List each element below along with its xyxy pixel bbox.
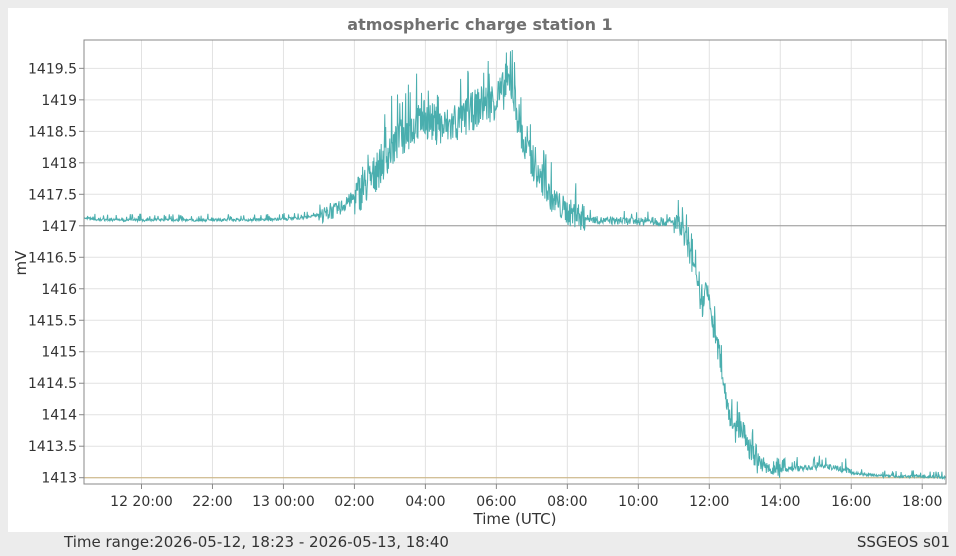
time-range-label: Time range: [64,533,155,551]
station-code: SSGEOS s01 [856,533,950,551]
x-axis: 12 20:00 22:00 13 00:00 02:00 04:00 06:00 08:0… [110,484,942,510]
y-tick-label: 1414.5 [28,376,77,392]
plot-area [83,39,947,485]
x-tick-label: 04:00 [405,494,445,510]
y-tick-label: 1418 [41,156,77,172]
time-range: Time range:2026-05-12, 18:23 - 2026-05-1… [64,533,449,551]
chart-panel: atmospheric charge station 1 12 20:00 22:… [8,8,948,532]
x-tick-label: 16:00 [831,494,871,510]
y-tick-label: 1418.5 [28,124,77,140]
x-axis-label: Time (UTC) [473,510,557,528]
y-tick-label: 1417.5 [28,187,77,203]
time-range-value: 2026-05-12, 18:23 - 2026-05-13, 18:40 [154,533,449,551]
chart-title: atmospheric charge station 1 [347,15,612,34]
x-tick-label: 02:00 [334,494,374,510]
y-tick-label: 1419.5 [28,61,77,77]
x-tick-label: 13 00:00 [252,494,315,510]
chart: atmospheric charge station 1 12 20:00 22:… [12,15,947,528]
y-tick-label: 1416.5 [28,250,77,266]
y-tick-label: 1415 [41,345,77,361]
y-axis-label: mV [12,250,30,276]
x-tick-label: 14:00 [760,494,800,510]
x-tick-label: 12 20:00 [110,494,173,510]
x-tick-label: 18:00 [902,494,942,510]
y-tick-label: 1413.5 [28,439,77,455]
y-tick-label: 1415.5 [28,313,77,329]
x-tick-label: 22:00 [192,494,232,510]
x-tick-label: 12:00 [689,494,729,510]
y-axis: 1413 1413.5 1414 1414.5 1415 1415.5 1416 1416.5… [28,61,84,487]
y-tick-label: 1419 [41,93,77,109]
y-tick-label: 1416 [41,282,77,298]
reference-lines [84,225,946,479]
y-tick-label: 1417 [41,219,77,235]
y-tick-label: 1413 [41,471,77,487]
y-tick-label: 1414 [41,408,77,424]
x-tick-label: 08:00 [547,494,587,510]
series-layer [83,49,947,481]
x-tick-label: 10:00 [618,494,658,510]
x-tick-label: 06:00 [476,494,516,510]
grid [84,40,946,484]
series-line [83,49,947,481]
